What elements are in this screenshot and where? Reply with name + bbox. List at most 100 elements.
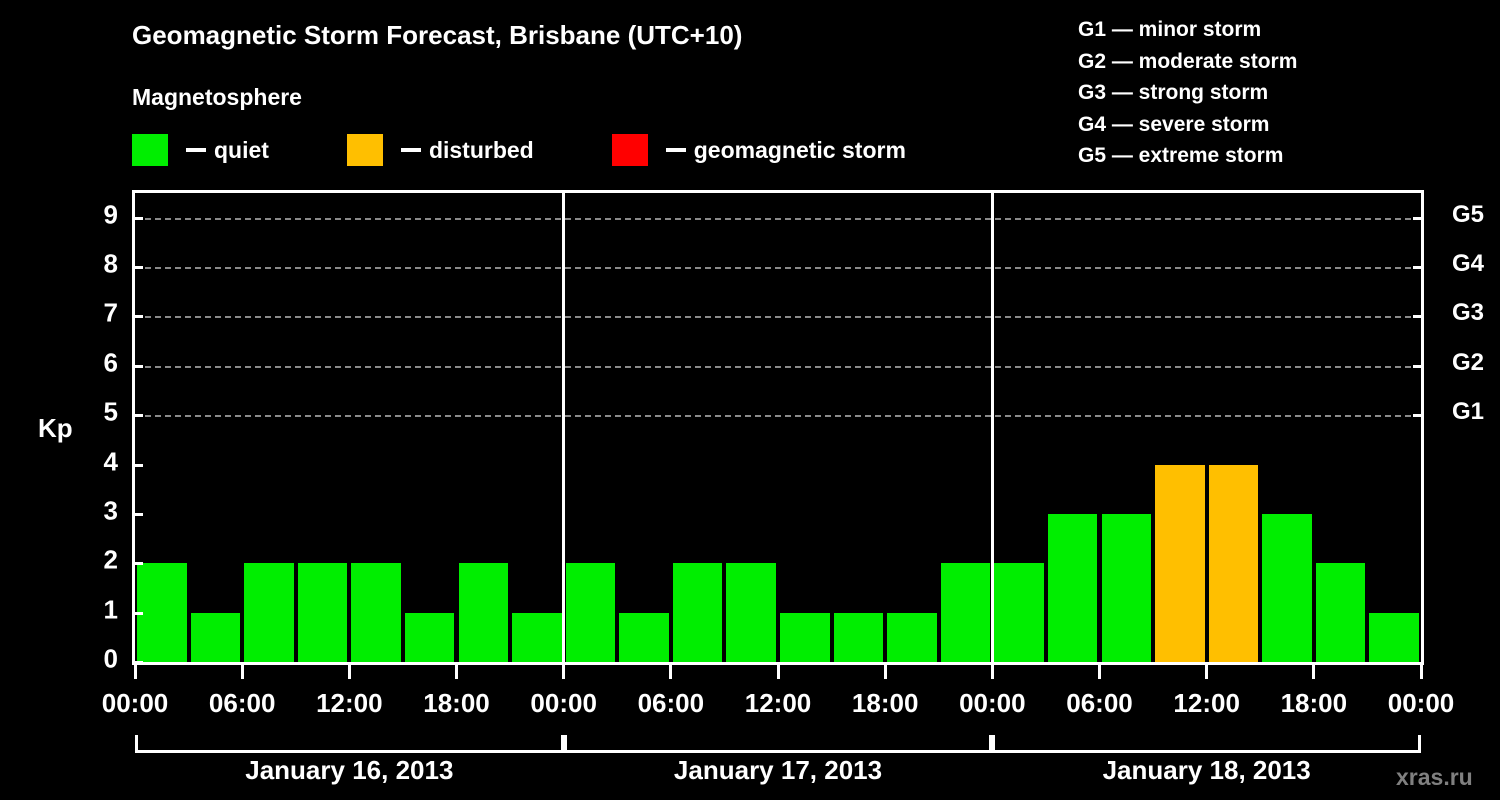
y-axis-tick (132, 611, 143, 615)
day-label: January 17, 2013 (673, 755, 883, 785)
x-axis-label: 12:00 (1173, 688, 1240, 718)
y-axis-label-5: 5 (103, 396, 118, 427)
legend-swatch-storm (611, 134, 648, 166)
g-scale-line-g5: G5 — extreme storm (1078, 144, 1284, 167)
bar (1262, 513, 1312, 662)
x-axis-label: 00:00 (959, 688, 1026, 718)
bar (1155, 464, 1205, 662)
legend-item-quiet: quiet (132, 132, 269, 168)
y-axis-label-7: 7 (103, 297, 118, 328)
x-axis-label: 06:00 (208, 688, 276, 718)
g-axis-label-G4: G4 (1452, 250, 1485, 278)
x-axis-label: 12:00 (744, 688, 812, 718)
y-axis-label-8: 8 (103, 248, 118, 279)
bar (190, 612, 241, 662)
g-axis-label-G1: G1 (1452, 398, 1485, 426)
day-bracket (992, 735, 1421, 753)
bar (1047, 513, 1098, 662)
bar (1101, 513, 1152, 662)
bar (297, 563, 348, 662)
y-axis-tick (132, 315, 143, 319)
x-axis-label: 18:00 (423, 688, 490, 718)
bar (244, 563, 294, 662)
plot-area (132, 190, 1424, 665)
x-axis-tick (1098, 665, 1101, 679)
g-axis-label-G5: G5 (1452, 200, 1485, 228)
g-axis-tick (1413, 216, 1424, 220)
y-axis-label-6: 6 (103, 347, 118, 378)
bar (672, 563, 723, 662)
day-label: January 18, 2013 (1102, 755, 1311, 785)
g-axis-tick (1413, 315, 1424, 319)
g-scale-line-g2: G2 — moderate storm (1078, 49, 1298, 73)
plot-inner (135, 193, 1421, 662)
gridline-kp-6 (135, 365, 1421, 368)
legend-dash-icon (186, 148, 206, 152)
legend-dash-icon (400, 148, 421, 152)
x-axis-tick (990, 665, 994, 679)
y-axis-tick (132, 216, 143, 220)
watermark: xras.ru (1396, 764, 1473, 790)
g-axis-tick (1413, 364, 1424, 368)
legend-label-storm: geomagnetic storm (693, 136, 906, 163)
legend: quiet disturbed geomagnetic storm (132, 132, 906, 168)
y-axis-label-0: 0 (103, 643, 118, 674)
y-axis-tick (132, 364, 143, 368)
y-axis-tick (132, 661, 143, 664)
g-scale-line-g1: G1 — minor storm (1078, 18, 1262, 41)
bar (565, 563, 616, 662)
x-axis-tick (240, 665, 244, 679)
x-axis-tick (669, 665, 673, 679)
day-bracket (563, 735, 993, 753)
bar (1315, 563, 1366, 662)
g-scale-line-g4: G4 — severe storm (1078, 112, 1270, 136)
y-axis-tick (132, 266, 143, 270)
g-scale-line-g3: G3 — strong storm (1078, 81, 1269, 104)
bar (1369, 612, 1419, 662)
x-axis-tick (133, 665, 137, 679)
legend-label-disturbed: disturbed (428, 136, 534, 163)
legend-swatch-quiet (132, 134, 168, 166)
gridline-kp-8 (135, 267, 1421, 270)
day-divider (990, 193, 994, 662)
gridline-kp-7 (135, 316, 1421, 319)
legend-swatch-disturbed (346, 134, 383, 166)
legend-item-storm: geomagnetic storm (611, 132, 906, 168)
gridline-kp-9 (135, 217, 1421, 220)
y-axis-label-4: 4 (103, 446, 118, 477)
y-axis-label-9: 9 (103, 199, 118, 230)
bar (780, 612, 830, 662)
bar (994, 563, 1044, 662)
bar (619, 612, 669, 662)
y-axis-label-3: 3 (103, 495, 118, 526)
g-axis-tick (1413, 266, 1424, 270)
y-axis-tick (132, 512, 143, 516)
bar (1208, 464, 1259, 662)
x-axis-label: 00:00 (101, 688, 169, 718)
x-axis-tick (1312, 665, 1316, 679)
g-axis-tick (1413, 414, 1424, 418)
bar (887, 612, 937, 662)
legend-item-disturbed: disturbed (346, 132, 534, 168)
legend-dash-icon (665, 148, 686, 152)
x-axis-label: 00:00 (1387, 688, 1455, 718)
x-axis-tick (1205, 665, 1209, 679)
x-axis-label: 18:00 (851, 688, 919, 718)
g-scale-legend: G1 — minor storm G2 — moderate storm G3 … (1078, 14, 1297, 172)
y-axis-right: G1 G2 G3 G4 G5 (1452, 190, 1500, 665)
bar (512, 612, 562, 662)
legend-label-quiet: quiet (214, 136, 269, 163)
day-bracket (135, 735, 564, 753)
bar (404, 612, 455, 662)
y-axis-left: 0 1 2 3 4 5 6 7 8 9 (70, 190, 118, 673)
bar (726, 563, 776, 662)
day-divider (562, 193, 566, 662)
x-axis-label: 18:00 (1280, 688, 1348, 718)
x-axis-label: 12:00 (316, 688, 383, 718)
y-axis-label-2: 2 (103, 544, 118, 575)
y-axis-tick (132, 562, 143, 566)
g-axis-label-G3: G3 (1452, 299, 1485, 327)
g-axis-label-G2: G2 (1452, 348, 1485, 376)
bar (351, 563, 401, 662)
